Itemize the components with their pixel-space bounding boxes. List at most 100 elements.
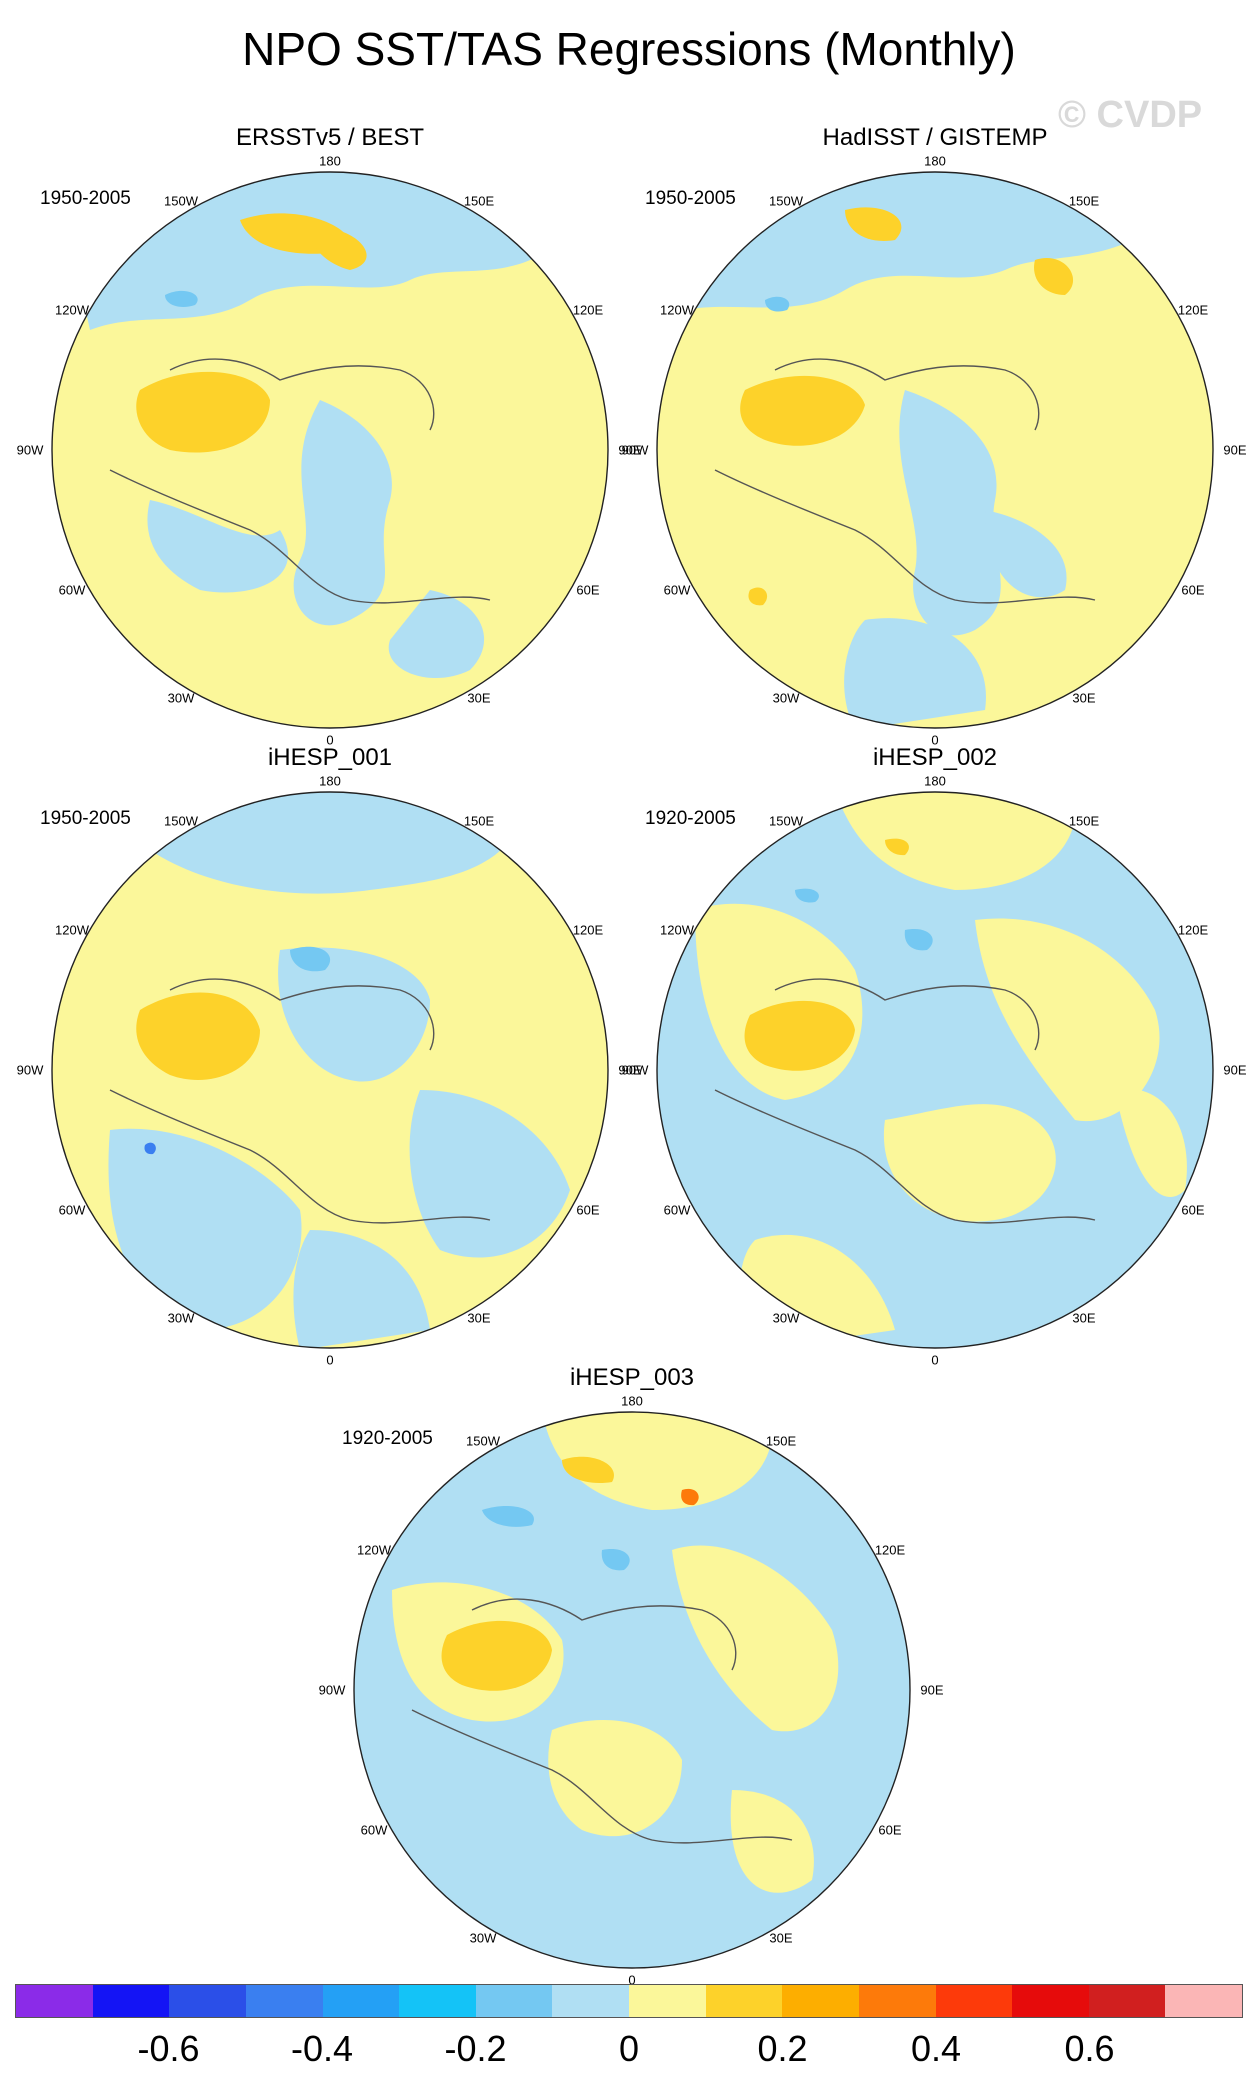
cvdp-watermark: © CVDP — [1058, 94, 1203, 136]
map-panel-2: HadISST / GISTEMP 1950-2005 180 150E 120… — [622, 124, 1247, 748]
lon-label-150w: 150W — [769, 193, 803, 209]
lon-label-120w: 120W — [55, 922, 89, 938]
lon-label-180: 180 — [924, 773, 946, 789]
lon-label-90e: 90E — [1223, 1062, 1247, 1078]
lon-label-120e: 120E — [1177, 302, 1209, 318]
colorbar-swatch — [629, 1985, 706, 2017]
lon-label-150e: 150E — [1068, 813, 1100, 829]
lon-label-120e: 120E — [1177, 922, 1209, 938]
lon-label-90e: 90E — [1223, 442, 1247, 458]
positive-anomaly-region — [730, 1790, 814, 1893]
colorbar-swatch — [475, 1985, 553, 2017]
lon-label-0: 0 — [326, 1352, 334, 1368]
panel-period: 1950-2005 — [645, 188, 736, 209]
lon-label-30w: 30W — [167, 690, 195, 706]
map-boundary — [353, 1411, 911, 1969]
lon-label-90w: 90W — [621, 1062, 649, 1078]
polar-map — [51, 791, 609, 1349]
negative-anomaly-region — [409, 1090, 570, 1258]
colorbar-swatch — [1165, 1985, 1242, 2017]
colorbar-tick-label: -0.4 — [290, 2028, 354, 2069]
lon-label-30w: 30W — [469, 1930, 497, 1946]
colorbar-swatch — [858, 1985, 936, 2017]
lon-label-120e: 120E — [572, 302, 604, 318]
colorbar-swatch — [935, 1985, 1013, 2017]
coastline — [471, 1598, 737, 1671]
lon-label-120w: 120W — [660, 302, 694, 318]
positive-anomaly-region — [542, 1412, 774, 1510]
negative-anomaly-region — [147, 500, 289, 593]
coastline — [169, 358, 435, 431]
positive-anomaly-region — [441, 1620, 552, 1691]
lon-label-90w: 90W — [318, 1682, 346, 1698]
map-panel-1: ERSSTv5 / BEST 1950-2005 180 150E 120E 9… — [17, 124, 642, 748]
lon-label-150e: 150E — [463, 813, 495, 829]
colorbar-tick-label: 0.4 — [910, 2028, 962, 2069]
positive-anomaly-region — [672, 1545, 839, 1732]
positive-anomaly-region — [310, 228, 367, 270]
polar-map — [656, 171, 1214, 729]
negative-anomaly-region — [144, 1142, 156, 1155]
panel-title: HadISST / GISTEMP — [822, 124, 1048, 151]
colorbar-swatch — [16, 1985, 93, 2017]
lon-label-120w: 120W — [55, 302, 89, 318]
panel-title: ERSSTv5 / BEST — [235, 124, 425, 151]
lon-label-60e: 60E — [576, 582, 600, 598]
polar-map — [353, 1411, 911, 1969]
lon-label-30e: 30E — [467, 690, 491, 706]
lon-label-150e: 150E — [765, 1433, 797, 1449]
lon-label-90e: 90E — [618, 1062, 642, 1078]
lon-label-90w: 90W — [621, 442, 649, 458]
positive-anomaly-region — [562, 1456, 614, 1484]
colorbar — [15, 1984, 1243, 2018]
polar-map — [51, 171, 609, 729]
positive-anomaly-region — [136, 992, 260, 1080]
negative-anomaly-region — [765, 296, 790, 312]
lon-label-30w: 30W — [772, 690, 800, 706]
lon-label-90e: 90E — [920, 1682, 944, 1698]
colorbar-swatch — [552, 1985, 629, 2017]
lon-label-60e: 60E — [576, 1202, 600, 1218]
lon-label-180: 180 — [924, 153, 946, 169]
lon-label-120w: 120W — [357, 1542, 391, 1558]
colorbar-tick-label: 0.2 — [757, 2028, 808, 2069]
colorbar-swatch — [1088, 1985, 1166, 2017]
map-panel-3: iHESP_001 1950-2005 180 150E 120E 90E 60… — [17, 744, 642, 1368]
lon-label-60w: 60W — [58, 582, 86, 598]
positive-anomaly-region — [835, 792, 1077, 890]
panel-title: iHESP_001 — [267, 744, 393, 771]
figure-title: NPO SST/TAS Regressions (Monthly) — [242, 23, 1016, 75]
lon-label-30w: 30W — [167, 1310, 195, 1326]
colorbar-tick-label: 0 — [618, 2028, 640, 2069]
map-panel-4: iHESP_002 1920-2005 180 150E 120E 90E 60… — [622, 744, 1247, 1368]
coastline — [411, 1709, 793, 1844]
negative-anomaly-region — [293, 1230, 430, 1348]
lon-label-30e: 30E — [467, 1310, 491, 1326]
colorbar-swatch — [1012, 1985, 1089, 2017]
lon-label-0: 0 — [628, 1972, 636, 1988]
colorbar-tick-label: 0.6 — [1064, 2028, 1115, 2069]
polar-map — [656, 791, 1214, 1349]
coastline — [109, 1089, 491, 1224]
map-boundary — [51, 171, 609, 729]
lon-label-180: 180 — [621, 1393, 643, 1409]
lon-label-30e: 30E — [1072, 690, 1096, 706]
colorbar-swatch — [169, 1985, 246, 2017]
lon-label-90w: 90W — [16, 1062, 44, 1078]
negative-anomaly-region — [293, 400, 392, 626]
lon-label-60w: 60W — [58, 1202, 86, 1218]
lon-label-120e: 120E — [572, 922, 604, 938]
map-boundary — [656, 791, 1214, 1349]
positive-anomaly-region — [845, 207, 902, 241]
panel-period: 1920-2005 — [342, 1428, 433, 1449]
coastline — [774, 978, 1040, 1051]
negative-anomaly-region — [108, 1128, 302, 1330]
negative-anomaly-region — [844, 618, 986, 728]
negative-anomaly-region — [482, 1505, 534, 1527]
negative-anomaly-region — [165, 290, 198, 307]
negative-anomaly-region — [985, 510, 1067, 598]
positive-anomaly-region — [136, 371, 270, 453]
negative-anomaly-region — [601, 1549, 630, 1571]
positive-anomaly-region — [885, 838, 909, 856]
colorbar-swatch — [92, 1985, 170, 2017]
